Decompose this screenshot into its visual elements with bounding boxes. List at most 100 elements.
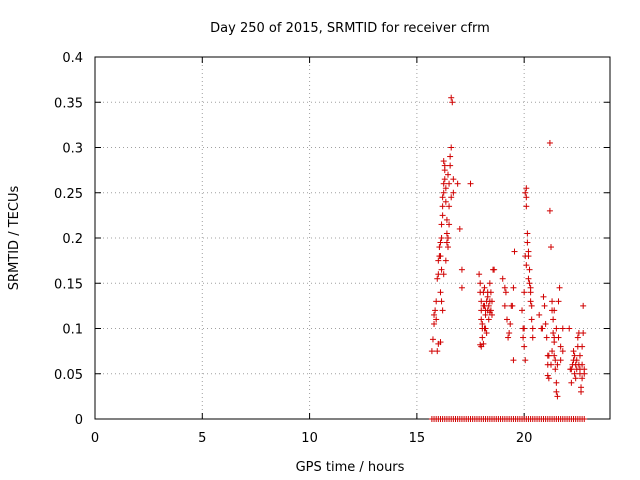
data-point [481, 284, 488, 291]
data-point [553, 325, 560, 332]
data-point [442, 185, 449, 192]
data-point [435, 257, 442, 264]
data-point [443, 230, 450, 237]
data-point [479, 334, 486, 341]
data-point [476, 271, 483, 278]
data-point [579, 343, 586, 350]
data-point [550, 330, 557, 337]
data-point [571, 352, 578, 359]
y-tick-label: 0.35 [54, 96, 83, 111]
data-point [550, 316, 557, 323]
data-point [438, 266, 445, 273]
data-point [450, 176, 457, 183]
data-point [433, 298, 440, 305]
data-point [580, 330, 587, 337]
data-point [432, 307, 439, 314]
x-tick-label: 15 [409, 431, 426, 446]
grid-lines [95, 57, 610, 419]
data-point [448, 144, 455, 151]
data-point [444, 235, 451, 241]
x-axis-label: GPS time / hours [296, 460, 405, 475]
data-point [541, 302, 548, 309]
data-point [576, 352, 583, 359]
y-tick-label: 0.25 [54, 187, 83, 202]
data-point [478, 298, 485, 305]
data-point [578, 388, 585, 395]
y-tick-label: 0.15 [54, 277, 83, 292]
data-point [481, 325, 488, 332]
y-tick-label: 0.2 [62, 232, 83, 247]
data-point [499, 275, 506, 282]
data-point [454, 180, 461, 187]
data-point [447, 153, 454, 160]
data-point [551, 339, 558, 346]
data-point [553, 379, 560, 386]
data-point [520, 334, 527, 341]
data-point [551, 352, 558, 359]
data-point [440, 189, 447, 196]
data-point [439, 212, 446, 219]
data-point [509, 302, 516, 309]
data-point [545, 375, 552, 382]
data-point [547, 361, 554, 368]
data-point [510, 357, 517, 364]
data-point [571, 370, 578, 377]
data-point [449, 99, 456, 106]
data-point [477, 341, 484, 348]
data-point [444, 244, 451, 251]
data-point [456, 225, 463, 232]
data-point [491, 266, 498, 273]
data-point [511, 248, 518, 255]
data-point [579, 375, 586, 382]
data-point [568, 379, 575, 386]
data-point [580, 302, 587, 309]
data-point [523, 203, 530, 210]
data-point [438, 235, 445, 241]
data-point [545, 352, 552, 359]
data-point [527, 298, 534, 305]
data-point [549, 348, 556, 355]
data-point [546, 139, 553, 146]
data-point [521, 325, 528, 332]
plot-frame [94, 56, 611, 420]
chart-title: Day 250 of 2015, SRMTID for receiver cfr… [210, 21, 490, 36]
data-point [523, 185, 530, 192]
data-point [485, 302, 492, 309]
y-tick-label: 0.4 [62, 51, 83, 66]
y-tick-label: 0.3 [62, 142, 83, 157]
data-point [521, 289, 528, 296]
data-point [440, 180, 447, 187]
data-point [477, 280, 484, 287]
data-point [519, 307, 526, 314]
data-point [528, 316, 535, 323]
data-point [480, 302, 487, 309]
data-point [521, 343, 528, 350]
data-point [487, 307, 494, 314]
data-point [431, 320, 438, 327]
data-point [440, 271, 447, 278]
data-point [448, 94, 455, 101]
data-point [450, 189, 457, 196]
data-point [446, 203, 453, 210]
data-point [485, 316, 492, 323]
data-point [552, 366, 559, 373]
data-point [566, 325, 573, 332]
data-point [544, 372, 551, 379]
data-point [572, 375, 579, 382]
x-tick-label: 0 [91, 431, 99, 446]
data-point [557, 343, 564, 350]
data-point [442, 257, 449, 264]
data-point [502, 289, 509, 296]
data-point [556, 284, 563, 291]
data-point [549, 298, 556, 305]
y-axis-label: SRMTID / TECUs [7, 186, 22, 291]
data-point [458, 284, 465, 291]
data-point [437, 253, 444, 260]
data-point [539, 325, 546, 332]
data-point [527, 284, 534, 291]
data-point [525, 275, 532, 282]
data-point [543, 334, 550, 341]
x-tick-label: 10 [301, 431, 318, 446]
data-point [552, 357, 559, 364]
data-point [573, 357, 580, 364]
